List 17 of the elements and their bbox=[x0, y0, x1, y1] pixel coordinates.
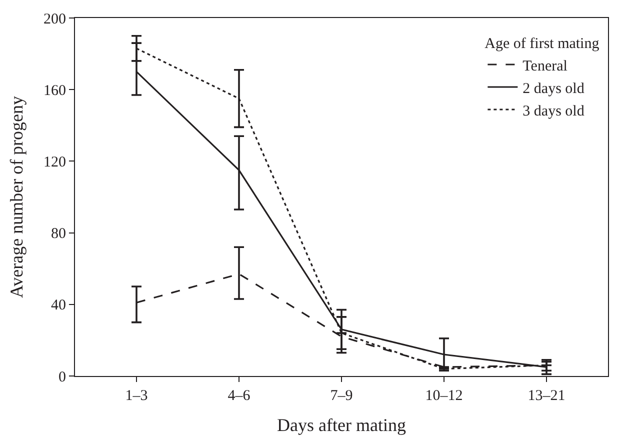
legend-label: 3 days old bbox=[522, 103, 585, 120]
legend-label: Teneral bbox=[522, 58, 568, 74]
y-tick-label: 40 bbox=[51, 298, 66, 314]
y-tick-label: 80 bbox=[51, 226, 66, 242]
y-tick-label: 160 bbox=[44, 82, 66, 99]
y-axis-title: Average number of progeny bbox=[6, 96, 27, 298]
x-tick-label: 10–12 bbox=[425, 388, 463, 404]
y-tick-label: 0 bbox=[58, 369, 66, 386]
x-tick-label: 7–9 bbox=[330, 388, 353, 404]
x-tick-label: 1–3 bbox=[125, 388, 148, 404]
y-tick-label: 120 bbox=[44, 154, 66, 170]
legend-title: Age of first mating bbox=[484, 36, 600, 52]
x-tick-label: 4–6 bbox=[228, 388, 251, 404]
legend-label: 2 days old bbox=[522, 80, 585, 97]
y-tick-label: 200 bbox=[44, 11, 66, 28]
x-axis-title: Days after mating bbox=[277, 415, 406, 436]
x-tick-label: 13–21 bbox=[528, 388, 566, 404]
